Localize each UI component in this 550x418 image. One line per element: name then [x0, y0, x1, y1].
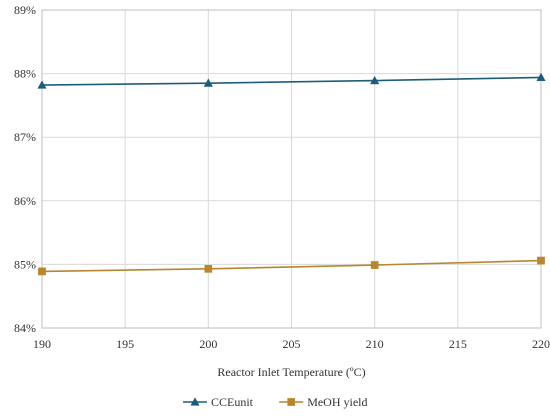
x-tick-label: 200 — [199, 337, 217, 351]
y-tick-label: 86% — [14, 194, 36, 208]
x-axis-title: Reactor Inlet Temperature (ºC) — [217, 365, 365, 379]
legend-marker — [190, 397, 200, 406]
series-2 — [38, 256, 545, 276]
data-point — [536, 72, 546, 82]
y-axis-ticks: 84% 85% 86% 87% 88% 89% — [14, 3, 36, 335]
plot-frame — [41, 9, 542, 329]
x-tick-label: 195 — [116, 337, 134, 351]
data-point — [537, 256, 545, 265]
data-point — [370, 261, 379, 269]
series-1 — [37, 72, 546, 89]
x-tick-label: 210 — [366, 337, 384, 351]
legend: CCEunit MeOH yield — [183, 395, 368, 409]
data-point — [203, 78, 213, 87]
y-tick-label: 85% — [14, 257, 36, 271]
x-tick-label: 205 — [283, 337, 301, 351]
data-point — [37, 80, 47, 89]
data-point — [204, 265, 213, 273]
x-tick-label: 190 — [33, 337, 51, 351]
legend-label: MeOH yield — [307, 395, 367, 409]
legend-item-2: MeOH yield — [279, 395, 368, 409]
legend-label: CCEunit — [211, 395, 254, 409]
data-point — [370, 75, 380, 85]
x-tick-label: 220 — [532, 337, 550, 351]
data-point — [38, 267, 46, 276]
y-tick-label: 89% — [14, 3, 36, 17]
y-tick-label: 88% — [14, 67, 36, 81]
y-tick-label: 84% — [14, 321, 36, 335]
x-axis-ticks: 190 195 200 205 210 215 220 — [33, 337, 550, 351]
grid-layer — [41, 9, 542, 329]
legend-marker — [287, 398, 296, 406]
series-line — [41, 76, 542, 86]
x-tick-label: 215 — [449, 337, 467, 351]
y-tick-label: 87% — [14, 130, 36, 144]
legend-item-1: CCEunit — [183, 395, 254, 409]
series-layer — [37, 72, 546, 276]
series-line — [41, 259, 542, 273]
